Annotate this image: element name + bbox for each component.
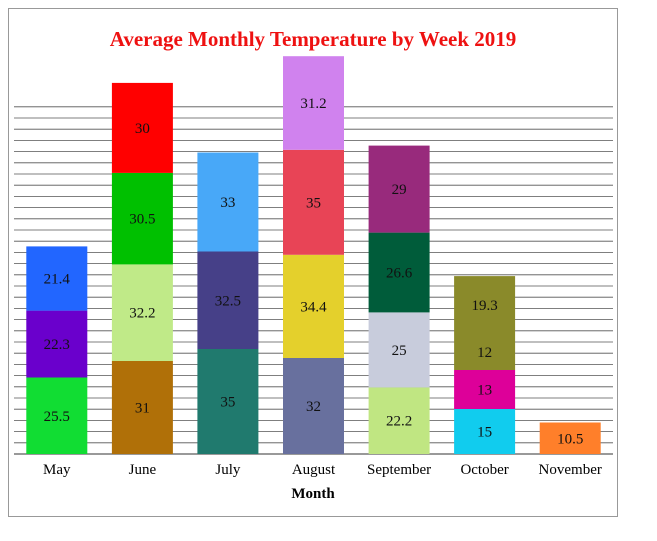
x-tick-label: May [43, 462, 71, 478]
bar-value-label: 12 [477, 345, 492, 361]
x-tick-label: July [215, 462, 241, 478]
bar-segment [283, 358, 344, 454]
bar-segment [111, 361, 173, 454]
bar-segment [26, 310, 88, 378]
x-tick-label: November [539, 462, 602, 478]
bar-segment [454, 370, 516, 409]
bar-value-label: 34.4 [300, 299, 327, 315]
bar-value-label: 33 [220, 195, 235, 211]
x-tick-labels: May June July August September October Novembe… [43, 462, 602, 478]
bar-segment [539, 422, 601, 454]
bar-value-label: 32 [306, 399, 321, 415]
bar-value-label: 30.5 [129, 212, 155, 228]
bar-segment [368, 312, 430, 388]
x-tick-label: October [460, 462, 508, 478]
bar-segment [111, 264, 173, 361]
bar-segment [197, 152, 259, 252]
bar-value-label: 25 [392, 343, 407, 359]
x-tick-label: June [129, 462, 157, 478]
bar-segment [111, 82, 173, 173]
bar-value-label: 13 [477, 383, 492, 399]
bar-segment [111, 172, 173, 265]
bar-segment [283, 149, 344, 255]
bar-segment [283, 56, 344, 150]
bar-segment [283, 254, 344, 358]
bar-value-label: 31.2 [300, 96, 326, 112]
bar-segment [368, 232, 430, 313]
bar-segment [454, 276, 516, 334]
bars: 25.5 22.3 21.4 31 32.2 30.5 30 35 32.5 33 32 34.4 35… [26, 56, 601, 454]
bar-value-label: 19.3 [471, 298, 497, 314]
x-tick-label: September [367, 462, 431, 478]
bar-value-label: 15 [477, 425, 492, 441]
bar-value-label: 35 [220, 395, 235, 411]
bar-segment [197, 251, 259, 349]
x-axis-label: Month [291, 486, 335, 502]
chart-title: Average Monthly Temperature by Week 2019 [110, 27, 517, 51]
bar-value-label: 29 [392, 182, 407, 198]
bar-value-label: 25.5 [44, 409, 70, 425]
bar-segment [26, 246, 88, 311]
bar-value-label: 10.5 [557, 431, 583, 447]
bar-segment [454, 334, 516, 370]
bar-segment [197, 349, 259, 454]
bar-value-label: 22.3 [44, 337, 70, 353]
bar-value-label: 21.4 [44, 272, 71, 288]
bar-value-label: 30 [135, 121, 150, 137]
bar-value-label: 26.6 [386, 266, 413, 282]
bar-value-label: 32.5 [215, 293, 241, 309]
bar-segment [368, 145, 430, 233]
bar-value-label: 22.2 [386, 414, 412, 430]
bar-value-label: 35 [306, 195, 321, 211]
bar-value-label: 32.2 [129, 306, 155, 322]
bar-segment [26, 377, 88, 454]
x-tick-label: August [292, 462, 336, 478]
bar-segment [368, 387, 430, 454]
bar-value-label: 31 [135, 401, 150, 417]
bar-segment [454, 409, 516, 454]
